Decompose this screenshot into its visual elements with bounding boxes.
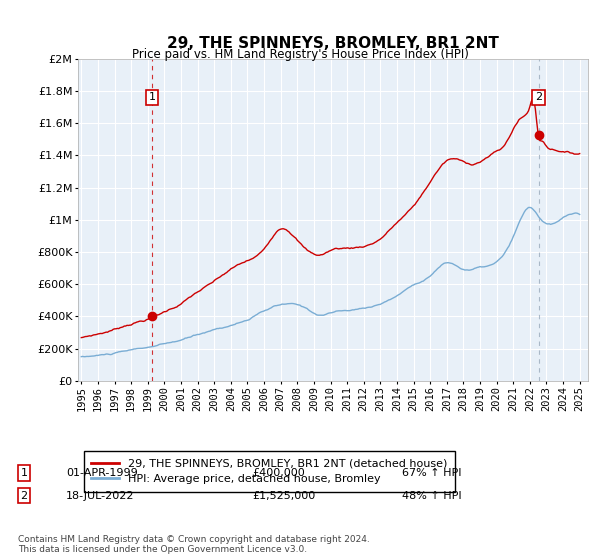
Text: £400,000: £400,000: [252, 468, 305, 478]
Title: 29, THE SPINNEYS, BROMLEY, BR1 2NT: 29, THE SPINNEYS, BROMLEY, BR1 2NT: [167, 36, 499, 51]
Text: 1: 1: [148, 92, 155, 102]
Text: 67% ↑ HPI: 67% ↑ HPI: [402, 468, 461, 478]
Text: Contains HM Land Registry data © Crown copyright and database right 2024.
This d: Contains HM Land Registry data © Crown c…: [18, 535, 370, 554]
Legend: 29, THE SPINNEYS, BROMLEY, BR1 2NT (detached house), HPI: Average price, detache: 29, THE SPINNEYS, BROMLEY, BR1 2NT (deta…: [83, 451, 455, 492]
Text: 2: 2: [20, 491, 28, 501]
Text: 2: 2: [535, 92, 542, 102]
Text: 1: 1: [20, 468, 28, 478]
Text: £1,525,000: £1,525,000: [252, 491, 315, 501]
Text: 48% ↑ HPI: 48% ↑ HPI: [402, 491, 461, 501]
Text: Price paid vs. HM Land Registry's House Price Index (HPI): Price paid vs. HM Land Registry's House …: [131, 48, 469, 60]
Text: 18-JUL-2022: 18-JUL-2022: [66, 491, 134, 501]
Text: 01-APR-1999: 01-APR-1999: [66, 468, 138, 478]
